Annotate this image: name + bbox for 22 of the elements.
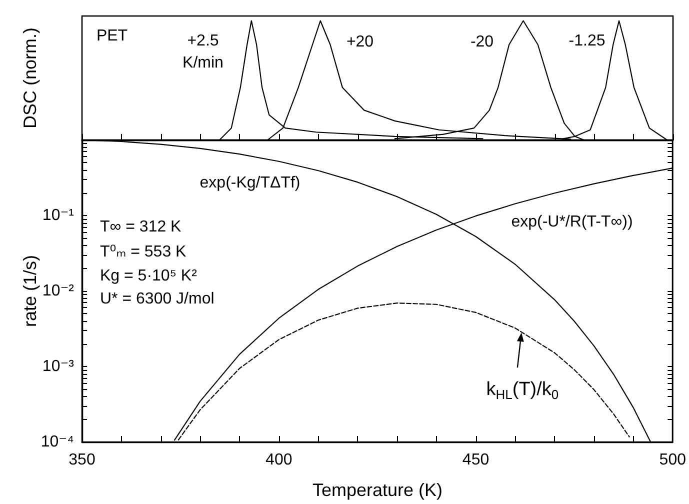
annotation: +20	[346, 34, 374, 50]
annotation: exp(-U*/R(T-T∞))	[511, 214, 633, 230]
x-axis-title: Temperature (K)	[312, 480, 443, 500]
x-tick-label: 400	[266, 452, 292, 468]
annotation: -20	[470, 34, 494, 50]
annotation: -1.25	[568, 32, 606, 50]
y-tick-label: 10⁻³	[42, 358, 75, 375]
annotation: +2.5 K/min	[182, 32, 224, 72]
annotation: Kg = 5·10⁵ K²	[100, 268, 198, 284]
x-tick-label: 350	[68, 452, 96, 468]
y-axis-title: rate (1/s)	[20, 254, 40, 328]
y-tick-label: 10⁻¹	[42, 207, 74, 224]
x-tick-label: 500	[659, 452, 686, 468]
annotation: U* = 6300 J/mol	[100, 290, 214, 308]
y-axis-title: DSC (norm.)	[20, 27, 40, 129]
annotation: PET	[96, 28, 128, 44]
y-tick-label: 10⁻⁴	[40, 434, 74, 450]
annotation: exp(-Kg/TΔTf)	[200, 174, 300, 192]
annotation: T∞ = 312 K	[100, 218, 182, 236]
annotation: T⁰ₘ = 553 K	[100, 244, 187, 260]
x-tick-label: 450	[462, 452, 490, 468]
y-tick-label: 10⁻²	[42, 282, 75, 300]
